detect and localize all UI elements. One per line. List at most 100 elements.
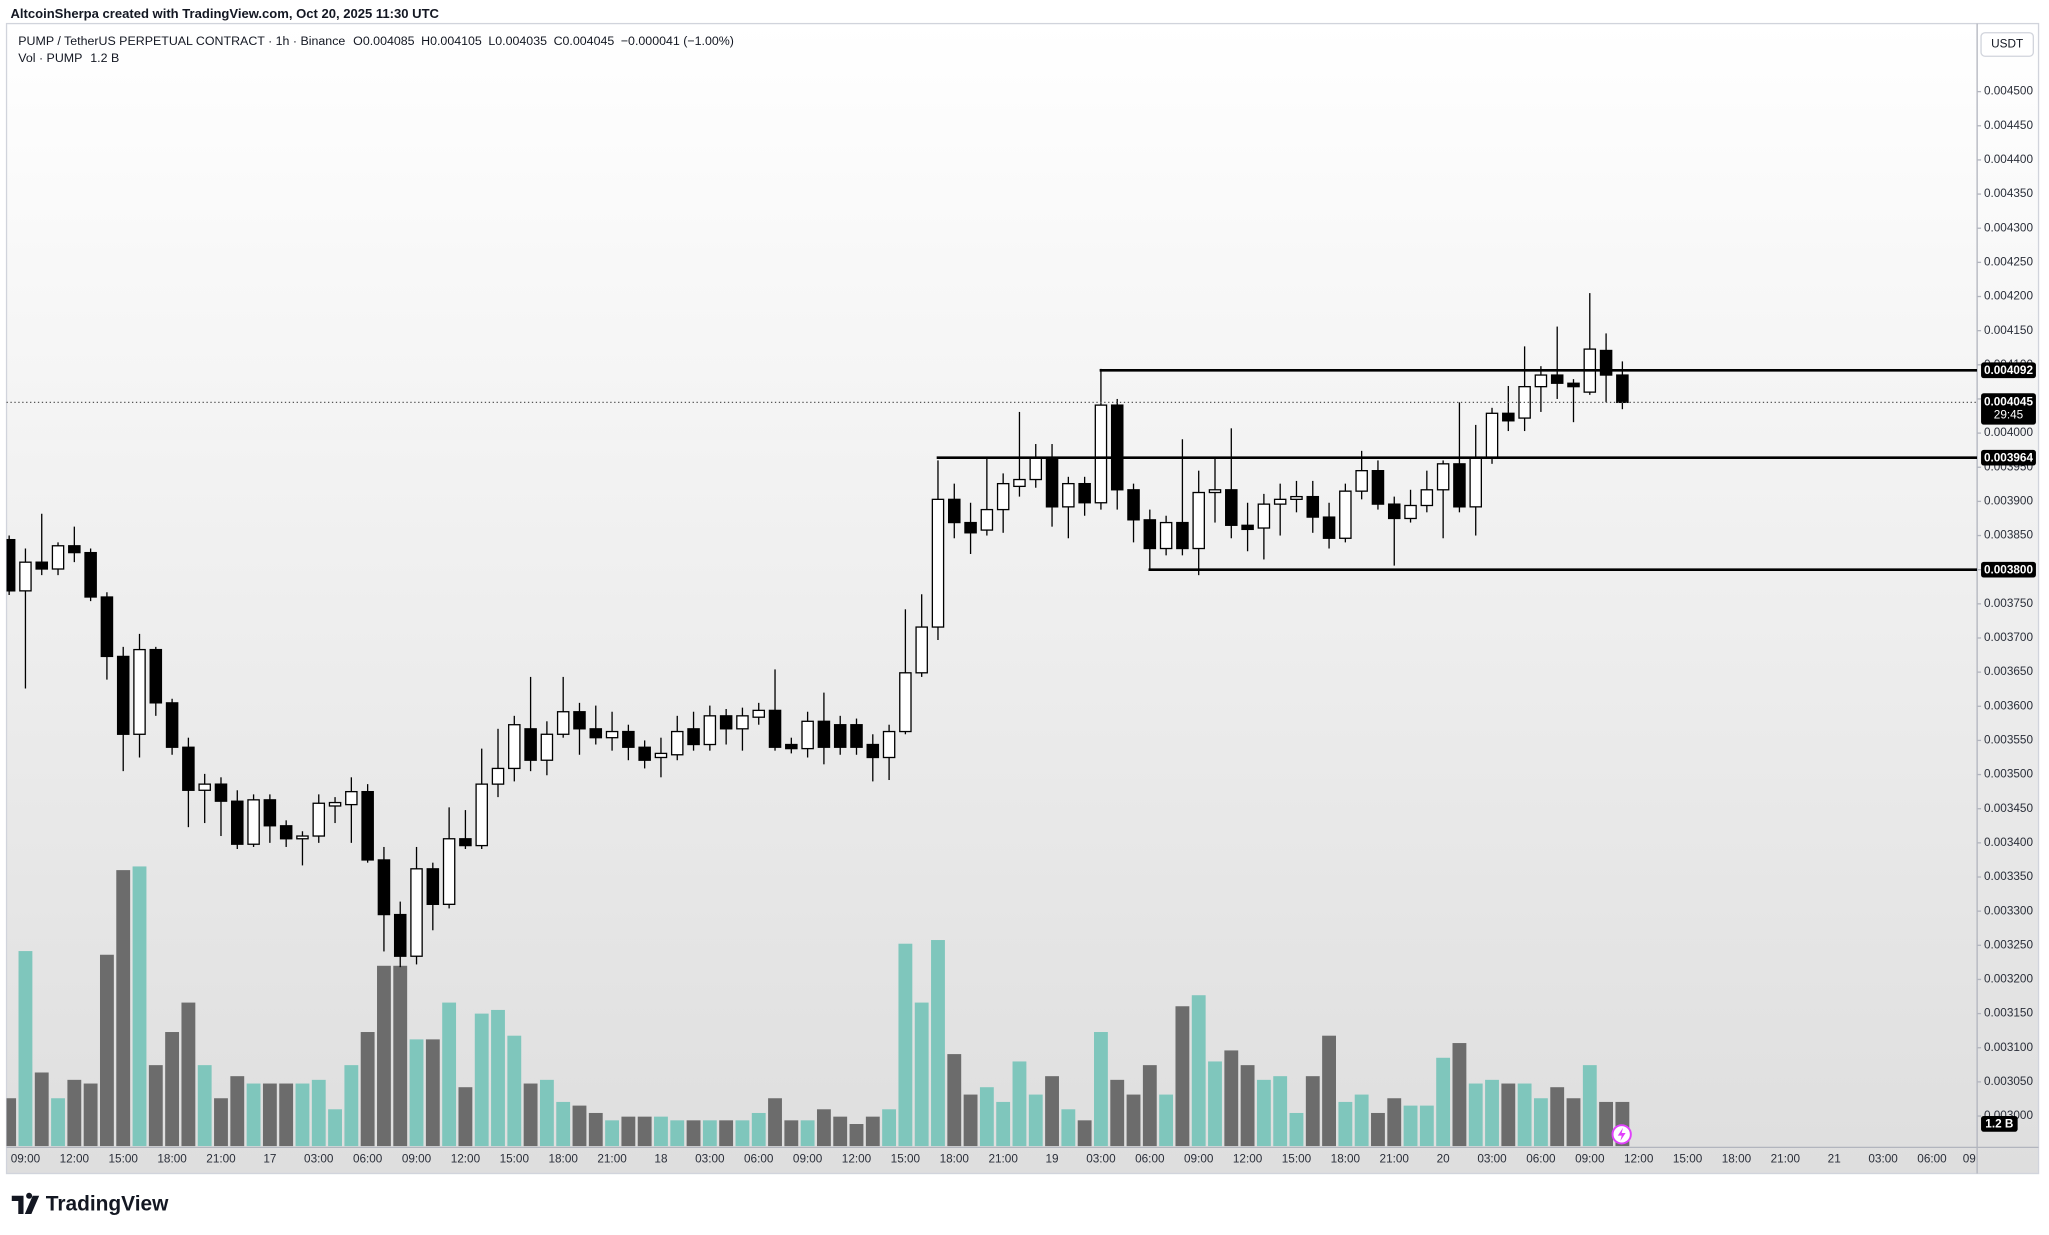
x-tick-label: 06:00	[744, 1152, 774, 1165]
y-tick-label: 0.003500	[1984, 768, 2033, 781]
candle-body	[1290, 495, 1303, 500]
x-tick-label: 18:00	[1722, 1152, 1752, 1165]
volume-bar	[556, 1101, 571, 1147]
x-tick-label: 03:00	[304, 1152, 334, 1165]
volume-bar	[1322, 1035, 1336, 1147]
candle-body	[1616, 374, 1629, 404]
volume-bar	[474, 1013, 489, 1147]
x-tick-label: 21	[1828, 1152, 1841, 1165]
volume-bar	[1256, 1079, 1271, 1147]
volume-bar	[165, 1032, 180, 1147]
currency-button[interactable]	[1980, 32, 2034, 57]
plot-area	[6, 293, 1978, 1147]
volume-bar	[1224, 1050, 1239, 1147]
candle-body	[214, 783, 228, 802]
y-tick-label: 0.003150	[1984, 1007, 2033, 1020]
x-tick-label: 12:00	[60, 1152, 90, 1165]
x-tick-label: 12:00	[1624, 1152, 1654, 1165]
volume-bar	[963, 1094, 978, 1147]
volume-bar	[1566, 1098, 1581, 1147]
candle-body	[508, 724, 521, 770]
currency-label[interactable]: USDT	[1991, 38, 2023, 51]
candle-body	[1469, 457, 1482, 508]
volume-bar	[1387, 1098, 1402, 1147]
volume-bar	[1468, 1083, 1483, 1147]
ohlc-value: 0.004085	[363, 34, 415, 48]
volume-bar	[83, 1083, 98, 1147]
candle-body	[491, 767, 505, 785]
candle-body	[410, 868, 423, 957]
volume-bar	[833, 1116, 848, 1147]
volume-bar	[849, 1124, 864, 1147]
x-tick-label: 21:00	[988, 1152, 1018, 1165]
volume-bar	[328, 1109, 342, 1147]
y-tick-label: 0.003650	[1984, 665, 2033, 678]
y-tick-label: 0.004250	[1984, 255, 2033, 268]
candle-body	[1225, 489, 1238, 526]
volume-bar	[1273, 1076, 1288, 1147]
axes: 0.004500 0.004450 0.004400 0.004350 0.004300…	[11, 85, 2036, 1165]
candle-body	[84, 551, 97, 598]
volume-bar	[1159, 1094, 1174, 1147]
x-tick-label: 21:00	[1771, 1152, 1801, 1165]
candle-body	[1208, 489, 1222, 494]
footer-logo[interactable]: TradingView	[11, 1192, 169, 1215]
volume-bar	[719, 1120, 734, 1147]
x-tick-label: 21:00	[206, 1152, 236, 1165]
alert-icon[interactable]	[1611, 1124, 1632, 1145]
volume-tag	[1981, 1116, 2018, 1132]
candle-body	[1534, 374, 1548, 388]
volume-bar	[1094, 1032, 1108, 1147]
volume-bar	[996, 1101, 1011, 1147]
volume-bar	[1452, 1043, 1467, 1147]
candle-body	[345, 790, 358, 806]
volume-bar	[1126, 1094, 1141, 1147]
x-tick-label: 09:00	[11, 1152, 41, 1165]
volume-bar	[295, 1083, 310, 1147]
candle-body	[198, 783, 211, 791]
x-tick-label: 18:00	[940, 1152, 970, 1165]
volume-bar	[654, 1116, 668, 1147]
volume-bar	[6, 1098, 17, 1147]
volume-bar	[1371, 1112, 1385, 1147]
volume-bar	[605, 1120, 619, 1147]
candle-body	[182, 746, 195, 791]
volume-bar	[1501, 1083, 1516, 1147]
y-tick-label: 0.003100	[1984, 1041, 2033, 1054]
y-tick-label: 0.003450	[1984, 802, 2033, 815]
volume-bar	[1142, 1065, 1157, 1147]
volume-bar	[637, 1116, 652, 1147]
volume-line: Vol · PUMP 1.2 B	[18, 51, 119, 65]
candle-body	[801, 720, 814, 750]
level-tag	[1981, 362, 2036, 379]
volume-bar	[914, 1002, 929, 1147]
volume-bar	[898, 943, 913, 1147]
ohlc-key: O	[353, 34, 363, 48]
logo-mark	[11, 1192, 40, 1215]
volume-bar	[1061, 1109, 1076, 1147]
x-tick-label: 09:00	[1184, 1152, 1214, 1165]
candle-body	[540, 733, 554, 761]
x-tick-label: 18:00	[157, 1152, 187, 1165]
y-tick-label: 0.003300	[1984, 904, 2033, 917]
brand-name[interactable]: TradingView	[46, 1192, 169, 1215]
ohlc-value: 0.004035	[495, 34, 547, 48]
volume-bar	[882, 1109, 897, 1147]
x-tick-label: 18:00	[548, 1152, 578, 1165]
volume-bar	[1208, 1061, 1222, 1147]
volume-title: Vol · PUMP	[18, 51, 82, 65]
x-tick-label: 17	[263, 1152, 276, 1165]
volume-bar	[393, 965, 408, 1147]
candle-body	[1110, 404, 1124, 491]
volume-bar	[344, 1065, 359, 1147]
ohlc-key: H	[421, 34, 430, 48]
volume-bar	[1289, 1112, 1304, 1147]
volume-bar	[572, 1105, 587, 1147]
candle-body	[605, 730, 619, 739]
y-tick-label: 0.003600	[1984, 699, 2033, 712]
candle-body	[165, 702, 179, 748]
y-tick-label: 0.004400	[1984, 153, 2033, 166]
candle-body	[426, 868, 440, 905]
candle-body	[1339, 490, 1352, 539]
